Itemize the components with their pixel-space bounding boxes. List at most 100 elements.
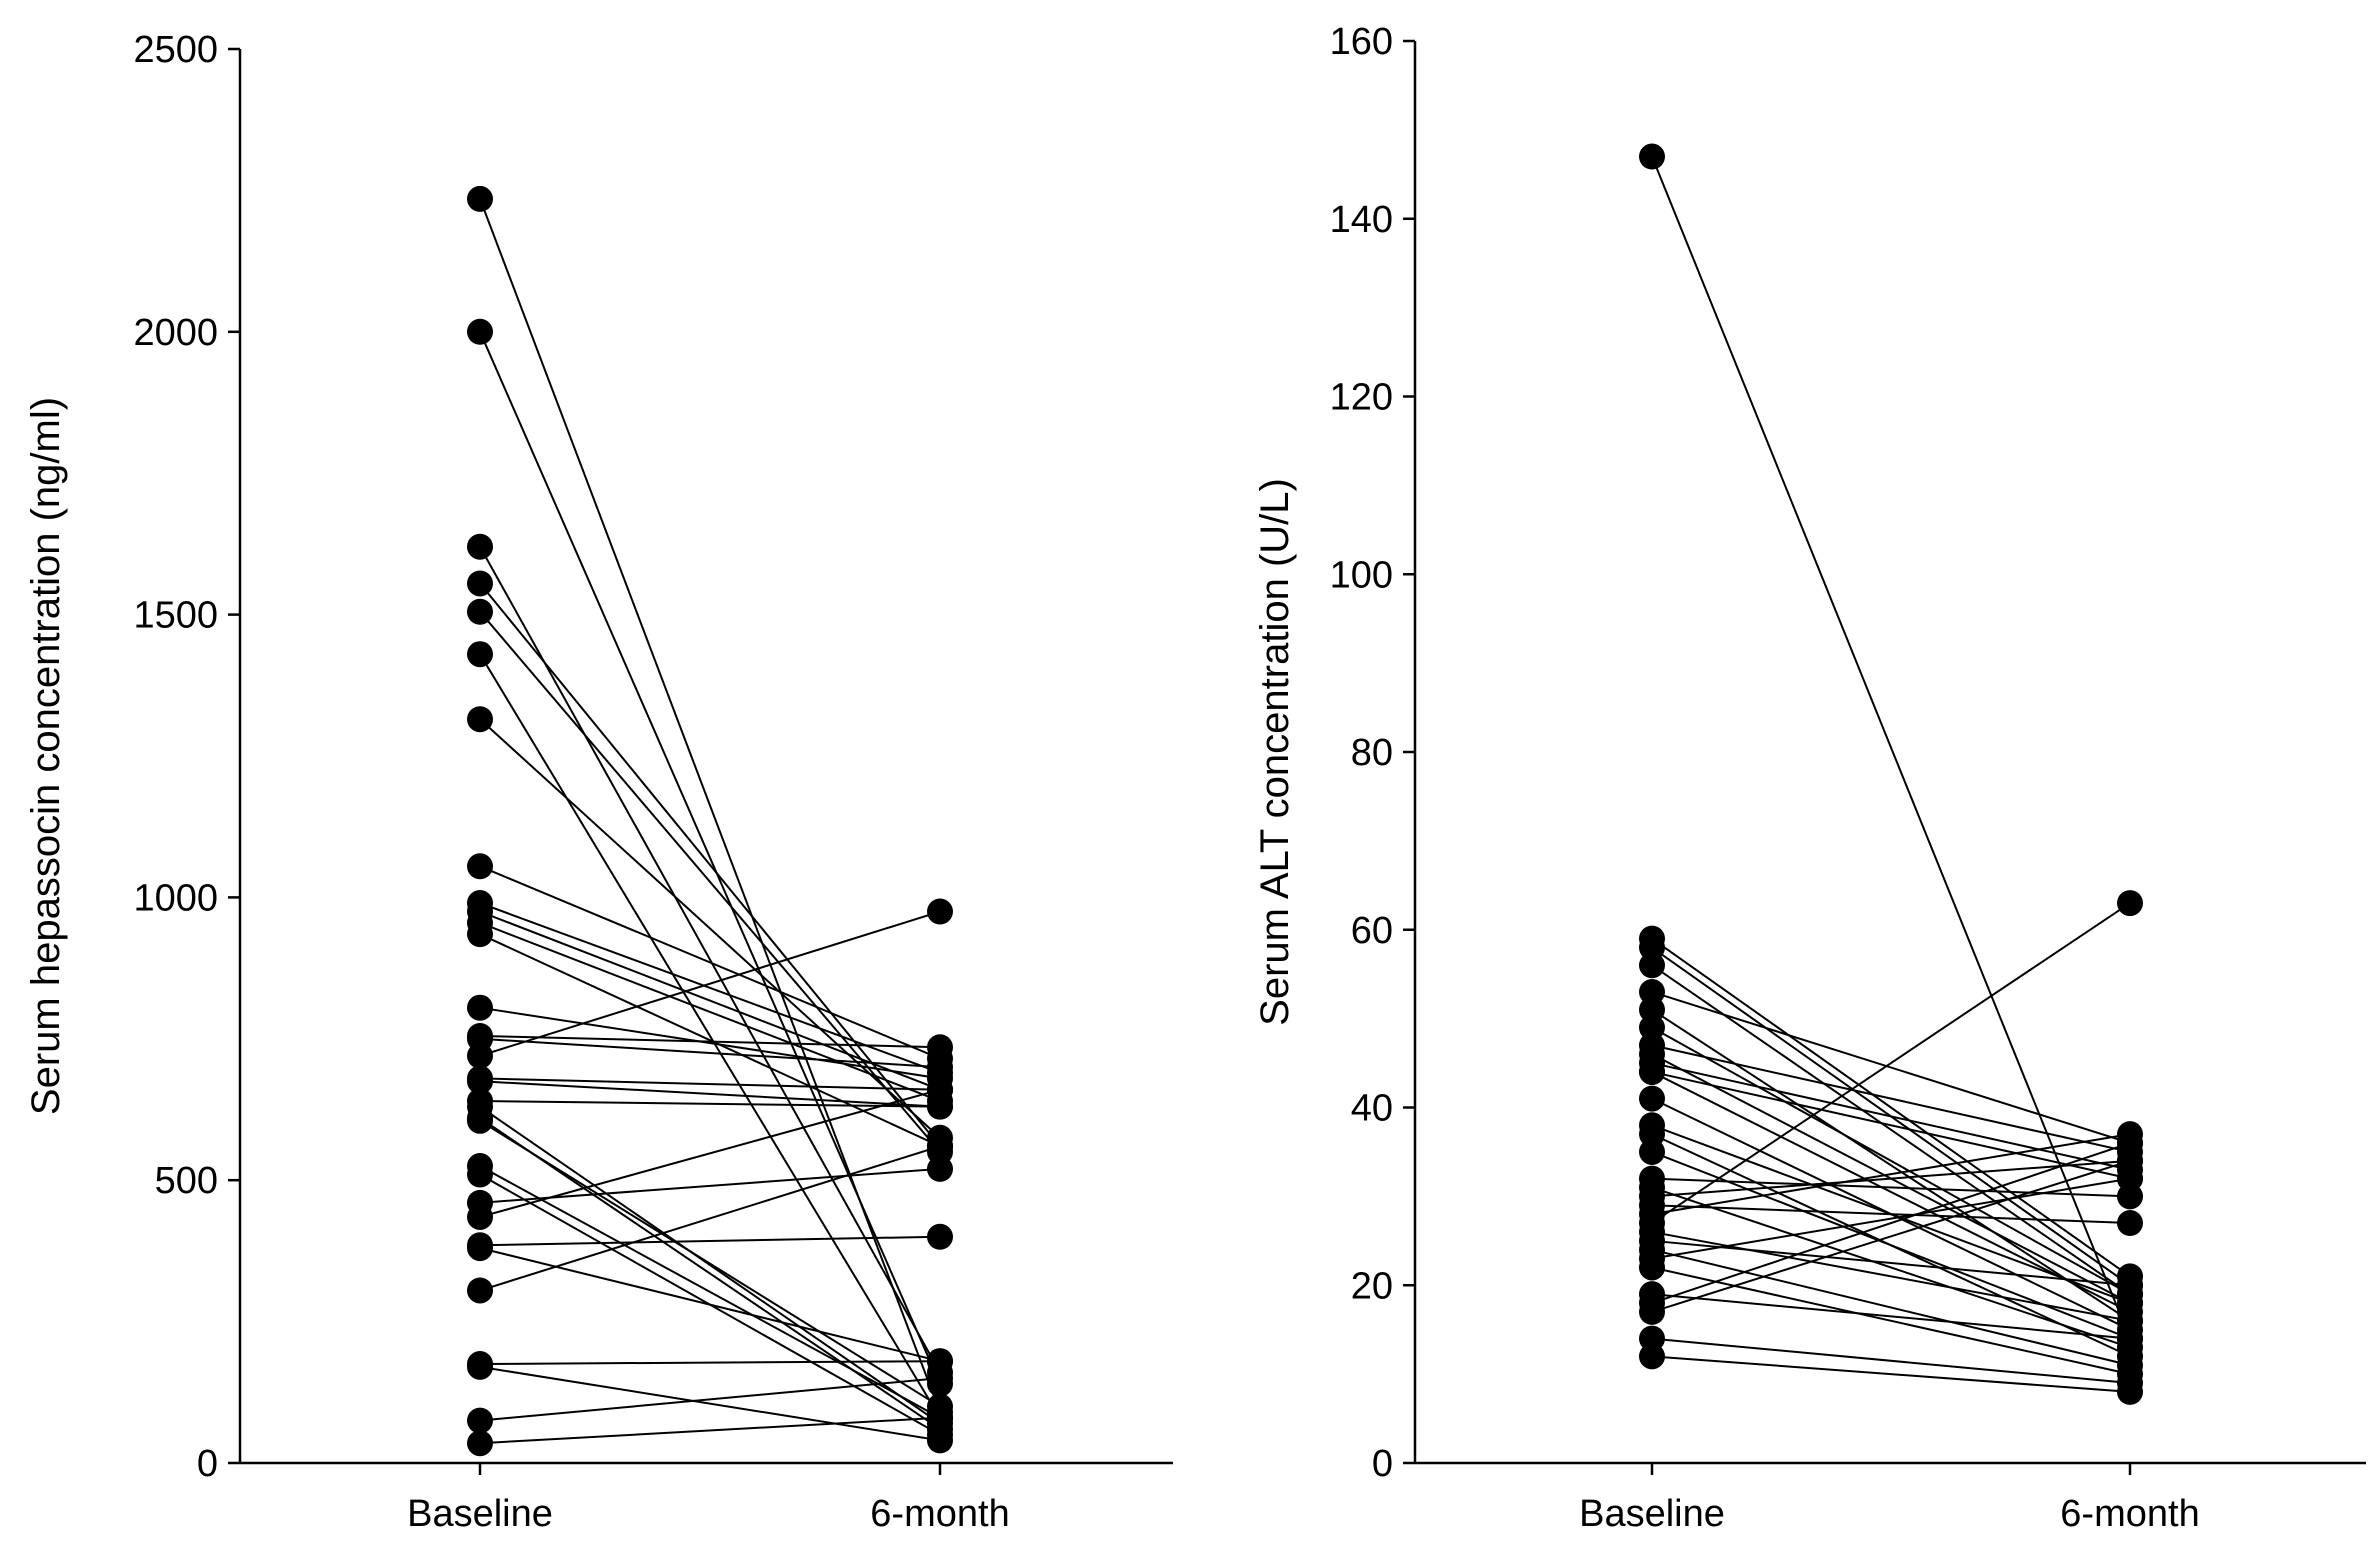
hepassocin-baseline-point: [467, 853, 493, 880]
hepassocin-6-month-point: [927, 1076, 953, 1103]
alt-6-month-point: [2117, 1147, 2143, 1174]
hepassocin-pair-line: [479, 611, 941, 1153]
y-tick-label: 120: [1330, 377, 1393, 419]
hepassocin-pair-line: [479, 1167, 941, 1204]
hepassocin-pair-line: [479, 198, 941, 1413]
y-tick-label: 0: [1372, 1443, 1393, 1485]
hepassocin-pair-line: [479, 1145, 941, 1292]
alt-baseline-point: [1639, 1085, 1665, 1112]
y-tick-label: 1000: [133, 877, 218, 919]
hepassocin-pair-line: [479, 653, 941, 1419]
hepassocin-pair-line: [479, 910, 941, 1091]
hepassocin-baseline-point: [467, 1407, 493, 1434]
alt-6-month-point: [2117, 1325, 2143, 1352]
alt-baseline-point: [1639, 1254, 1665, 1281]
hepassocin-baseline-point: [467, 1107, 493, 1134]
hepassocin-baseline-point: [467, 1068, 493, 1095]
hepassocin-pair-line: [479, 1377, 941, 1422]
alt-pair-line: [1651, 1071, 2131, 1313]
alt-baseline-point: [1639, 1121, 1665, 1148]
y-tick-label: 0: [197, 1443, 218, 1485]
alt-pair-line: [1651, 1177, 2131, 1260]
alt-pair-line: [1651, 156, 2131, 1339]
hepassocin-pair-line: [479, 1235, 941, 1247]
alt-pair-line: [1651, 1177, 2131, 1198]
hepassocin-6-month-point: [927, 1365, 953, 1392]
hepassocin-pair-line: [479, 331, 941, 1385]
alt-6-month-point: [2117, 1272, 2143, 1299]
hepassocin-baseline-point: [467, 570, 493, 597]
alt-pair-line: [1651, 1008, 2131, 1322]
hepassocin-pair-line: [479, 1100, 941, 1108]
y-tick-label: 2000: [133, 312, 218, 354]
alt-pair-line: [1651, 1230, 2131, 1322]
hepassocin-6-month-point: [927, 1404, 953, 1431]
y-axis-title: Serum ALT concentration (U/L): [1253, 478, 1297, 1026]
hepassocin-pair-line: [479, 1119, 941, 1408]
hepassocin-pair-line: [479, 1034, 941, 1049]
alt-6-month-point: [2117, 1165, 2143, 1192]
alt-pair-line: [1651, 1266, 2131, 1376]
hepassocin-baseline-point: [467, 1277, 493, 1304]
hepassocin-pair-line: [479, 1360, 941, 1366]
alt-pair-line: [1651, 1026, 2131, 1296]
alt-pair-line: [1651, 1133, 2131, 1216]
alt-6-month-point: [2117, 1378, 2143, 1405]
alt-pair-line: [1651, 1151, 2131, 1340]
hepassocin-baseline-point: [467, 185, 493, 212]
alt-pair-line: [1651, 1293, 2131, 1340]
hepassocin-pair-line: [479, 910, 941, 1057]
hepassocin-pair-line: [479, 718, 941, 1139]
alt-baseline-point: [1639, 1343, 1665, 1370]
hepassocin-pair-line: [479, 1165, 941, 1419]
y-tick-label: 140: [1330, 199, 1393, 241]
hepassocin-6-month-point: [927, 1427, 953, 1454]
y-axis-title: Serum hepassocin concentration (ng/ml): [24, 397, 68, 1115]
hepassocin-baseline-point: [467, 1353, 493, 1380]
hepassocin-baseline-point: [467, 994, 493, 1021]
y-tick-label: 60: [1351, 910, 1393, 952]
alt-6-month-point: [2117, 1307, 2143, 1334]
hepassocin-pair-line: [479, 865, 941, 1060]
hepassocin-pair-line: [479, 546, 941, 1373]
alt-pair-line: [1651, 1248, 2131, 1367]
alt-pair-line: [1651, 991, 2131, 1145]
hepassocin-pair-line: [479, 1037, 941, 1069]
alt-pair-line: [1651, 1159, 2131, 1313]
y-tick-label: 1500: [133, 595, 218, 637]
alt-baseline-point: [1639, 996, 1665, 1023]
alt-baseline-point: [1639, 1325, 1665, 1352]
hepassocin-pair-line: [479, 1105, 941, 1425]
alt-baseline-point: [1639, 934, 1665, 961]
hepassocin-baseline-point: [467, 641, 493, 668]
hepassocin-pair-line: [479, 1006, 941, 1080]
hepassocin-baseline-point: [467, 921, 493, 948]
alt-6-month-point: [2117, 890, 2143, 917]
hepassocin-baseline-point: [467, 1235, 493, 1262]
y-tick-label: 80: [1351, 732, 1393, 774]
y-tick-label: 2500: [133, 29, 218, 71]
hepassocin-baseline-point: [467, 598, 493, 625]
hepassocin-pair-line: [479, 1117, 941, 1430]
alt-baseline-point: [1639, 978, 1665, 1005]
alt-baseline-point: [1639, 1058, 1665, 1085]
hepassocin-pair-line: [479, 1416, 941, 1445]
alt-baseline-point: [1639, 952, 1665, 979]
alt-pair-line: [1651, 964, 2131, 1295]
hepassocin-6-month-point: [927, 898, 953, 925]
hepassocin-baseline-point: [467, 1203, 493, 1230]
hepassocin-panel: 0 500 1000 1500 2000 2500 Baseline 6-month Serum…: [24, 29, 1173, 1535]
y-tick-label: 500: [155, 1160, 218, 1202]
hepassocin-pair-line: [479, 921, 941, 1102]
alt-6-month-point: [2117, 1290, 2143, 1317]
alt-pair-line: [1651, 1337, 2131, 1385]
alt-6-month-point: [2117, 1183, 2143, 1210]
y-tick-label: 160: [1330, 21, 1393, 63]
y-tick-label: 20: [1351, 1265, 1393, 1307]
x-tick-label-baseline: Baseline: [407, 1493, 553, 1535]
hepassocin-pair-line: [479, 1088, 941, 1218]
alt-6-month-point: [2117, 1130, 2143, 1157]
hepassocin-baseline-point: [467, 533, 493, 560]
alt-baseline-point: [1639, 1014, 1665, 1041]
alt-pair-line: [1651, 1142, 2131, 1304]
